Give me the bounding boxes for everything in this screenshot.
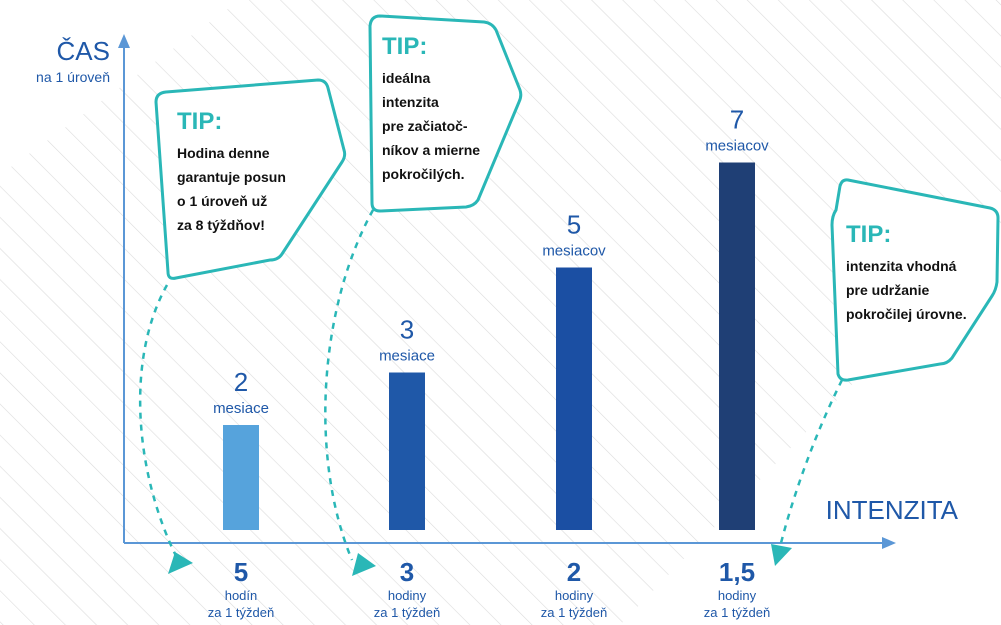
bar (223, 425, 259, 530)
bar-value-unit: mesiace (213, 400, 269, 417)
tip-text-line: pre začiatoč- (382, 118, 468, 134)
tip-text-line: ideálna (382, 70, 430, 86)
tip-callout-2: TIP: ideálna intenzita pre začiatoč- ník… (368, 14, 523, 213)
category-number: 5 (234, 557, 248, 587)
x-category-labels: 5 hodín za 1 týždeň 3 hodiny za 1 týždeň… (208, 557, 771, 620)
tip-box-shape (830, 178, 1000, 382)
category-unit: hodiny (388, 588, 427, 603)
bar-value-number: 5 (567, 210, 581, 240)
axes (118, 34, 896, 549)
category-number: 3 (400, 557, 414, 587)
bar-value-number: 7 (730, 105, 744, 135)
tip-text-line: za 8 týždňov! (177, 217, 265, 233)
tip-text-line: intenzita (382, 94, 439, 110)
x-axis-arrow (882, 537, 896, 549)
bar-value-labels: 2 mesiace 3 mesiace 5 mesiacov 7 mesiaco… (213, 105, 769, 418)
category-unit: hodiny (718, 588, 757, 603)
tip-text-line: pokročilej úrovne. (846, 306, 967, 322)
y-axis-subtitle: na 1 úroveň (36, 69, 110, 85)
category-period: za 1 týždeň (208, 605, 275, 620)
tip-text-line: garantuje posun (177, 169, 286, 185)
category-unit: hodiny (555, 588, 594, 603)
tip-connector-arrow-3 (771, 544, 792, 566)
tip-connector-arrow-1 (168, 552, 193, 574)
tip-callout-1: TIP: Hodina denne garantuje posun o 1 úr… (154, 78, 347, 280)
category-unit: hodín (225, 588, 258, 603)
y-axis-arrow (118, 34, 130, 48)
category-period: za 1 týždeň (541, 605, 608, 620)
tip-heading: TIP: (846, 221, 891, 248)
bar-value-unit: mesiacov (542, 243, 606, 260)
tip-callout-3: TIP: intenzita vhodná pre udržanie pokro… (830, 178, 1000, 382)
tip-heading: TIP: (177, 108, 222, 135)
category-number: 2 (567, 557, 581, 587)
bar-value-unit: mesiace (379, 348, 435, 365)
tip-connector-arrow-2 (352, 553, 376, 576)
tip-text-line: Hodina denne (177, 145, 270, 161)
tip-text-line: níkov a mierne (382, 142, 480, 158)
category-number: 1,5 (719, 557, 755, 587)
bars-group (223, 162, 755, 530)
category-period: za 1 týždeň (704, 605, 771, 620)
tip-heading: TIP: (382, 33, 427, 60)
y-axis-title: ČAS (57, 36, 110, 66)
tip-text-line: intenzita vhodná (846, 258, 957, 274)
bar-value-unit: mesiacov (705, 138, 769, 155)
tip-box-shape (368, 14, 523, 213)
bar (719, 162, 755, 530)
bar (389, 372, 425, 530)
bar (556, 267, 592, 530)
tip-connector-3 (776, 379, 844, 556)
category-period: za 1 týždeň (374, 605, 441, 620)
tip-box-shape (154, 78, 347, 280)
tip-connectors (138, 209, 844, 576)
tip-connector-2 (324, 209, 375, 561)
tip-text-line: pre udržanie (846, 282, 929, 298)
x-axis-title: INTENZITA (826, 495, 959, 525)
bar-value-number: 3 (400, 315, 414, 345)
tip-text-line: o 1 úroveň už (177, 193, 267, 209)
bar-value-number: 2 (234, 367, 248, 397)
tip-text-line: pokročilých. (382, 166, 464, 182)
